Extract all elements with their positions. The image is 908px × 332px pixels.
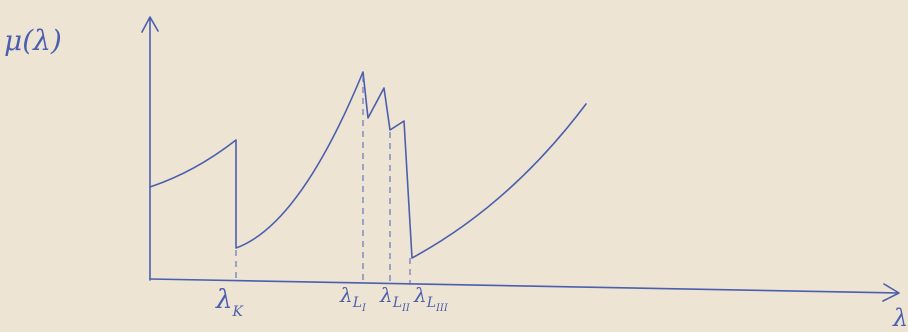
edge-symbol: λ	[339, 283, 353, 307]
sketch: μ(λ) λ λK λLI λLII λLIII	[0, 0, 908, 332]
edge-sub: L	[426, 295, 436, 311]
y-axis-label: μ(λ)	[4, 24, 62, 57]
paper	[0, 0, 908, 332]
edge-sub: L	[392, 295, 402, 311]
edge-symbol: λ	[215, 285, 232, 315]
edge-symbol: λ	[379, 283, 393, 307]
page: {"axes": {"y_label": "μ(λ)", "x_label": …	[0, 0, 908, 332]
edge-sub: L	[352, 295, 362, 311]
edge-sub: K	[231, 304, 244, 320]
edge-symbol: λ	[413, 283, 427, 307]
edge-subsub: II	[401, 303, 411, 314]
edge-subsub: III	[435, 303, 449, 314]
x-axis-label: λ	[892, 304, 908, 332]
